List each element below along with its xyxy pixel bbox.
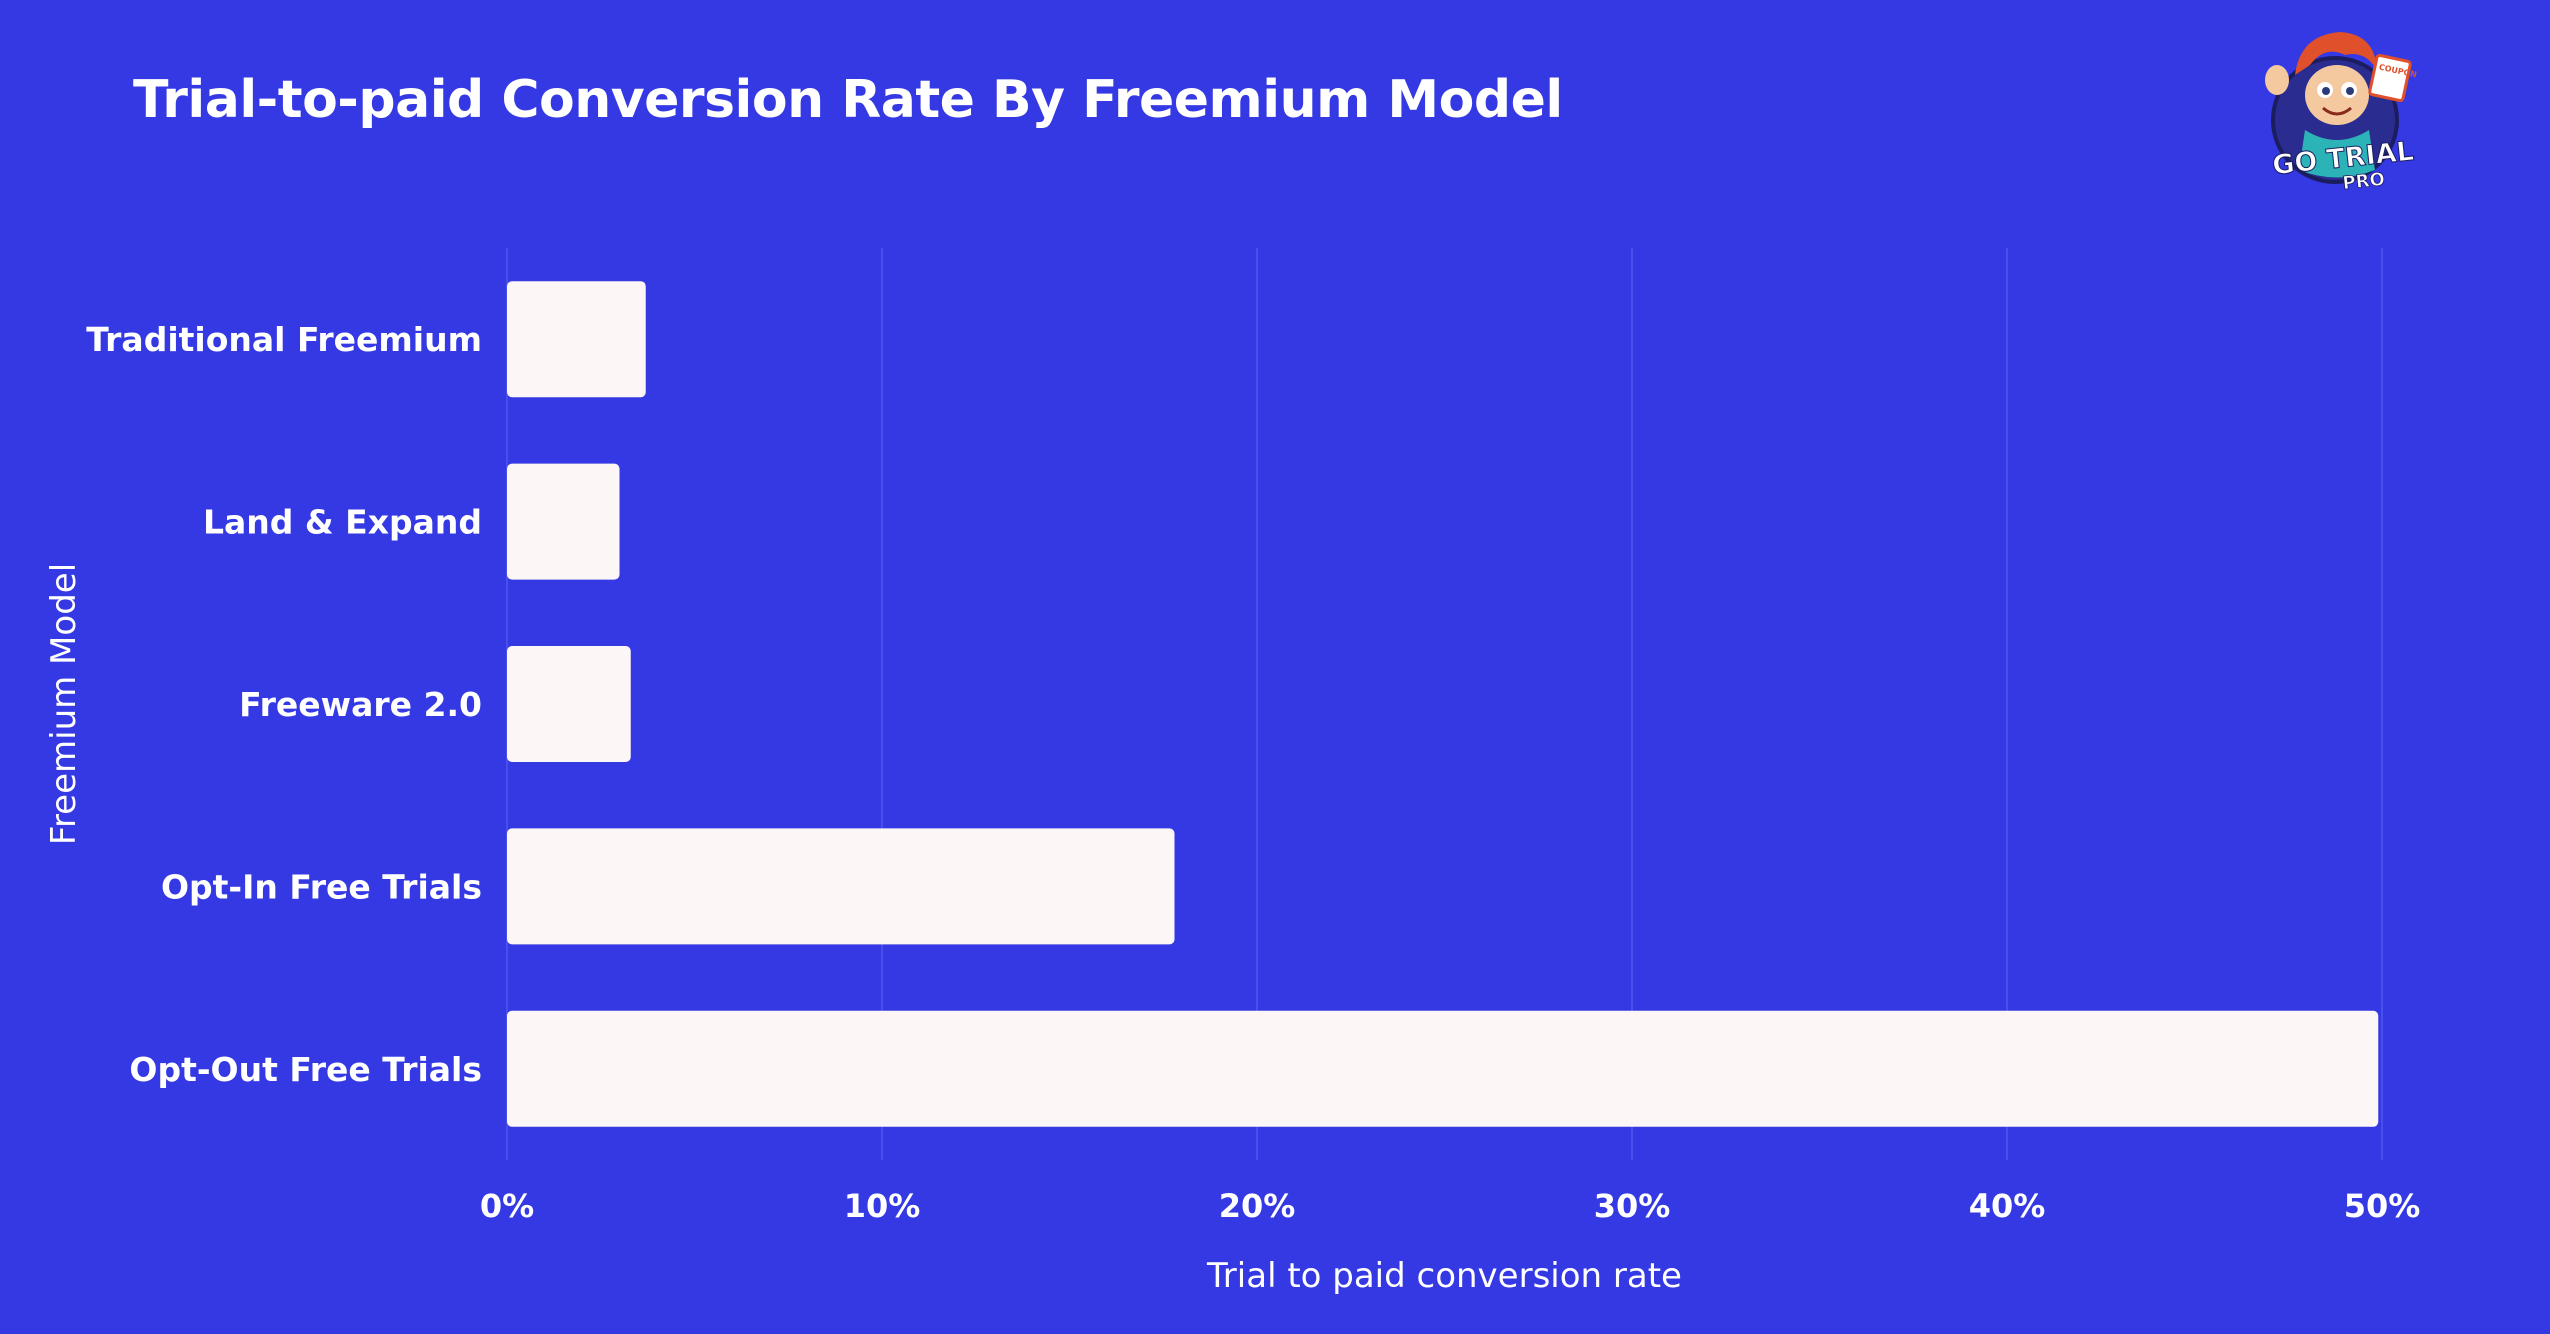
x-tick-label: 0% — [480, 1187, 534, 1225]
chart-title: Trial-to-paid Conversion Rate By Freemiu… — [133, 70, 1563, 130]
x-axis-title: Trial to paid conversion rate — [1206, 1256, 1682, 1296]
x-tick-label: 20% — [1219, 1187, 1296, 1225]
x-tick-label: 50% — [2344, 1187, 2421, 1225]
y-axis-title: Freemium Model — [44, 563, 84, 845]
category-label: Opt-Out Free Trials — [129, 1050, 482, 1089]
x-tick-label: 30% — [1594, 1187, 1671, 1225]
category-label: Traditional Freemium — [86, 320, 482, 359]
category-label: Opt-In Free Trials — [161, 867, 482, 906]
logo-hair — [2295, 32, 2377, 75]
category-label: Land & Expand — [203, 503, 482, 542]
x-tick-label: 10% — [844, 1187, 921, 1225]
bar — [507, 1010, 2379, 1127]
bars — [507, 281, 2379, 1127]
category-label: Freeware 2.0 — [239, 685, 482, 724]
x-tick-labels: 0% 10% 20% 30% 40% 50% — [480, 1187, 2420, 1225]
logo-hand — [2265, 65, 2289, 95]
bar — [507, 463, 620, 580]
bar — [507, 646, 631, 762]
category-labels: Traditional Freemium Land & Expand Freewar… — [86, 320, 482, 1089]
logo-coupon — [2368, 53, 2412, 103]
x-tick-label: 40% — [1969, 1187, 2046, 1225]
logo-face — [2305, 65, 2369, 125]
bar — [507, 828, 1175, 945]
logo-text-sub: PRO — [2342, 169, 2386, 194]
bar — [507, 281, 646, 398]
go-trial-pro-logo: COUPON GO TRIAL PRO — [2265, 32, 2418, 195]
